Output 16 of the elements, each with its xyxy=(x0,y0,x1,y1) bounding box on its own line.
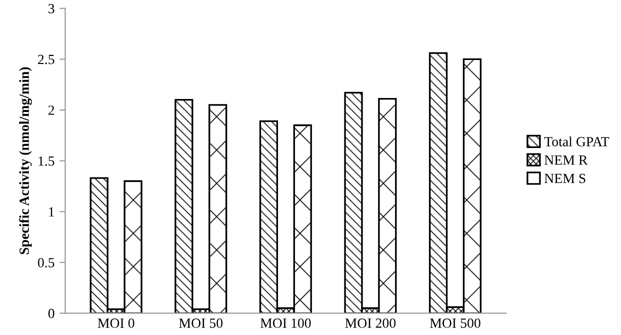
x-tick-label: MOI 500 xyxy=(430,318,480,328)
y-tick-label: 1.5 xyxy=(38,156,54,166)
y-tick-label: 2 xyxy=(48,106,54,115)
y-axis-title: Specific Activity (nmol/mg/min) xyxy=(19,67,32,254)
x-tick-label: MOI 50 xyxy=(179,318,223,328)
legend-label: NEM R xyxy=(544,156,588,165)
y-tick-label: 0 xyxy=(48,308,54,318)
x-tick-label: MOI 0 xyxy=(98,318,134,328)
x-tick-label: MOI 100 xyxy=(260,318,311,328)
y-tick-label: 2.5 xyxy=(38,54,54,64)
x-tick-label: MOI 200 xyxy=(345,318,396,328)
legend-label: NEM S xyxy=(544,174,586,184)
y-tick-label: 3 xyxy=(48,4,54,14)
y-tick-label: 1 xyxy=(49,207,54,216)
legend-label: Total GPAT xyxy=(544,136,610,146)
y-tick-label: 0.5 xyxy=(38,258,54,268)
